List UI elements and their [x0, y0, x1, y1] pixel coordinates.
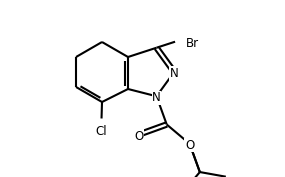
Text: N: N	[152, 91, 161, 104]
Text: Cl: Cl	[96, 125, 107, 138]
Text: N: N	[170, 67, 178, 80]
Text: O: O	[134, 130, 143, 143]
Text: O: O	[185, 139, 194, 152]
Text: Br: Br	[186, 37, 199, 50]
